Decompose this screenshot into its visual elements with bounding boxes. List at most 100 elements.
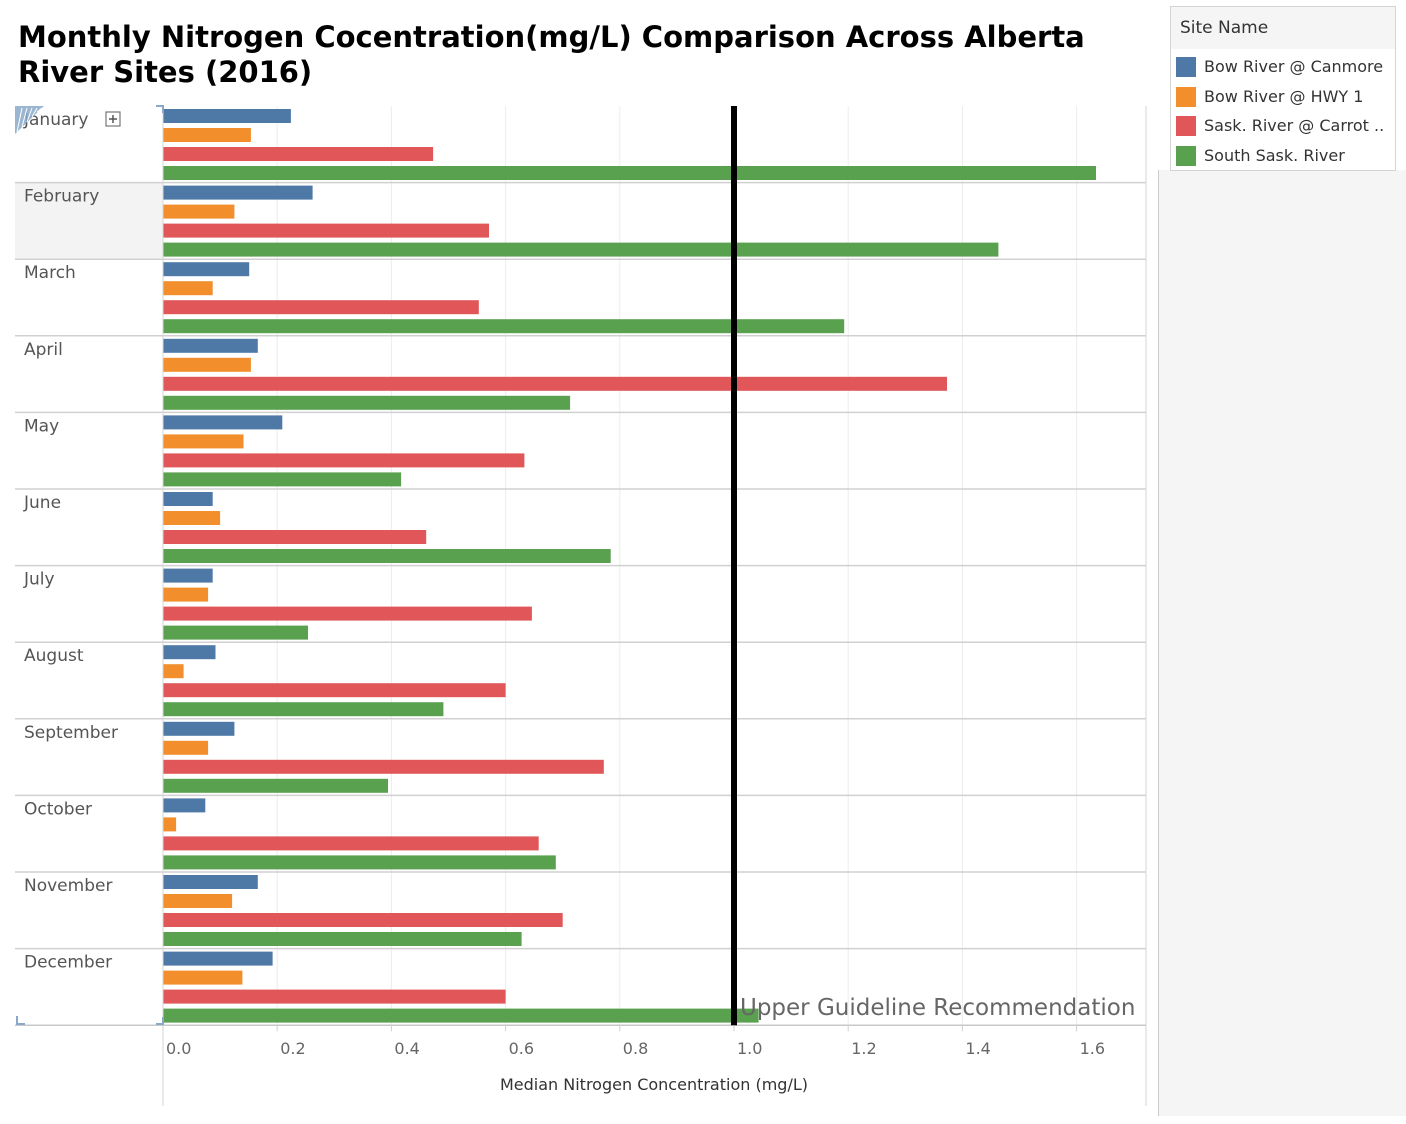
bar-july-sask-river-carrot (163, 606, 532, 621)
marker-hatch (16, 107, 23, 133)
month-label-march: March (24, 263, 76, 283)
bar-august-bow-river-hwy-1 (163, 664, 184, 679)
bar-august-south-sask-river (163, 702, 444, 717)
bar-november-bow-river-hwy-1 (163, 894, 233, 908)
corner-bracket (156, 105, 164, 113)
bar-may-south-sask-river (163, 472, 402, 487)
corner-bracket (16, 1016, 25, 1025)
bar-may-sask-river-carrot (163, 453, 525, 468)
bar-july-south-sask-river (163, 625, 308, 640)
bar-april-bow-river-hwy-1 (163, 357, 251, 372)
month-label-april: April (24, 340, 63, 360)
bar-september-south-sask-river (163, 778, 388, 793)
bar-may-bow-river-canmore (163, 415, 283, 430)
legend-swatch (1176, 86, 1196, 107)
x-tick-0-8: 0.8 (623, 1039, 648, 1058)
x-tick-1-4: 1.4 (965, 1039, 990, 1058)
right-panel (1158, 170, 1406, 1116)
month-label-july: July (23, 570, 55, 590)
legend-label: Bow River @ Canmore (1204, 57, 1384, 76)
bar-december-bow-river-canmore (163, 951, 273, 966)
legend-item-bow-river-canmore[interactable]: Bow River @ Canmore (1176, 55, 1392, 79)
legend-label: Bow River @ HWY 1 (1204, 86, 1364, 106)
month-label-october: October (24, 799, 92, 819)
bar-january-sask-river-carrot (163, 147, 434, 161)
bar-january-south-sask-river (163, 166, 1096, 180)
month-label-february: February (24, 187, 99, 207)
month-labels: January February March April May June July Augu… (23, 110, 118, 973)
bar-december-sask-river-carrot (163, 989, 506, 1004)
bar-march-sask-river-carrot (163, 300, 479, 315)
month-label-january: January (23, 110, 88, 130)
legend: Site Name Bow River @ Canmore Bow River @… (1170, 6, 1396, 171)
bar-october-sask-river-carrot (163, 836, 539, 851)
x-tick-0-6: 0.6 (509, 1039, 534, 1058)
bar-february-sask-river-carrot (163, 223, 489, 238)
x-tick-1-2: 1.2 (851, 1039, 876, 1058)
bar-april-south-sask-river (163, 395, 571, 410)
corner-bracket (156, 1017, 164, 1025)
bar-november-bow-river-canmore (163, 875, 258, 889)
bar-march-south-sask-river (163, 319, 845, 334)
bar-december-bow-river-hwy-1 (163, 970, 243, 985)
bar-october-bow-river-hwy-1 (163, 817, 177, 832)
selected-row-band (15, 182, 163, 260)
row-separators (15, 106, 1147, 1106)
bar-january-bow-river-hwy-1 (163, 128, 251, 142)
bar-june-sask-river-carrot (163, 530, 427, 544)
month-label-september: September (24, 723, 118, 743)
bar-june-bow-river-hwy-1 (163, 511, 221, 525)
bar-april-sask-river-carrot (163, 376, 947, 391)
marker-hatch (21, 107, 28, 128)
legend-title: Site Name (1171, 7, 1395, 49)
bar-june-bow-river-canmore (163, 492, 213, 506)
month-label-august: August (24, 646, 84, 666)
bar-february-bow-river-canmore (163, 185, 313, 200)
chart-title: Monthly Nitrogen Cocentration(mg/L) Comp… (18, 20, 1085, 89)
legend-item-south-sask-river[interactable]: South Sask. River (1176, 144, 1392, 168)
x-tick-0-2: 0.2 (280, 1039, 305, 1058)
x-tick-0-0: 0.0 (166, 1039, 191, 1058)
bar-november-south-sask-river (163, 932, 522, 946)
reference-line-label: Upper Guideline Recommendation (740, 995, 1135, 1021)
legend-label: Sask. River @ Carrot .. (1204, 116, 1385, 135)
bar-july-bow-river-canmore (163, 568, 213, 583)
bar-august-sask-river-carrot (163, 683, 506, 698)
bar-september-bow-river-hwy-1 (163, 740, 209, 755)
bar-november-sask-river-carrot (163, 913, 563, 927)
bar-january-bow-river-canmore (163, 109, 291, 123)
bars (163, 109, 1096, 1023)
bar-september-bow-river-canmore (163, 721, 235, 736)
bar-april-bow-river-canmore (163, 338, 258, 353)
bar-july-bow-river-hwy-1 (163, 587, 209, 602)
month-label-december: December (24, 953, 112, 973)
bar-june-south-sask-river (163, 549, 611, 563)
x-axis-title: Median Nitrogen Concentration (mg/L) (500, 1075, 808, 1094)
legend-item-bow-river-hwy-1[interactable]: Bow River @ HWY 1 (1176, 85, 1392, 109)
bar-october-south-sask-river (163, 855, 556, 870)
x-tick-0-4: 0.4 (394, 1039, 419, 1058)
marker-hatch (26, 107, 33, 123)
bar-march-bow-river-canmore (163, 262, 250, 277)
bar-september-sask-river-carrot (163, 759, 604, 774)
row-bands (15, 182, 163, 260)
bar-march-bow-river-hwy-1 (163, 281, 213, 296)
month-label-june: June (23, 493, 61, 513)
legend-swatch (1176, 57, 1196, 77)
legend-swatch (1176, 145, 1196, 166)
month-label-may: May (24, 416, 59, 436)
marker-hatch (36, 107, 43, 113)
bar-may-bow-river-hwy-1 (163, 434, 244, 449)
x-axis: 0.0 0.2 0.4 0.6 0.8 1.0 1.2 1.4 1.6 Median Nitrog… (162, 1025, 1105, 1094)
legend-item-sask-river-carrot[interactable]: Sask. River @ Carrot .. (1176, 114, 1392, 138)
bar-october-bow-river-canmore (163, 798, 206, 813)
bar-august-bow-river-canmore (163, 645, 216, 660)
marker-hatch (31, 107, 38, 118)
selection-decor (15, 105, 164, 1025)
x-tick-1-6: 1.6 (1080, 1039, 1105, 1058)
bar-february-south-sask-river (163, 242, 999, 257)
month-label-november: November (24, 876, 112, 896)
reference-line-group: Upper Guideline Recommendation (731, 106, 1135, 1026)
x-tick-1-0: 1.0 (737, 1039, 762, 1058)
